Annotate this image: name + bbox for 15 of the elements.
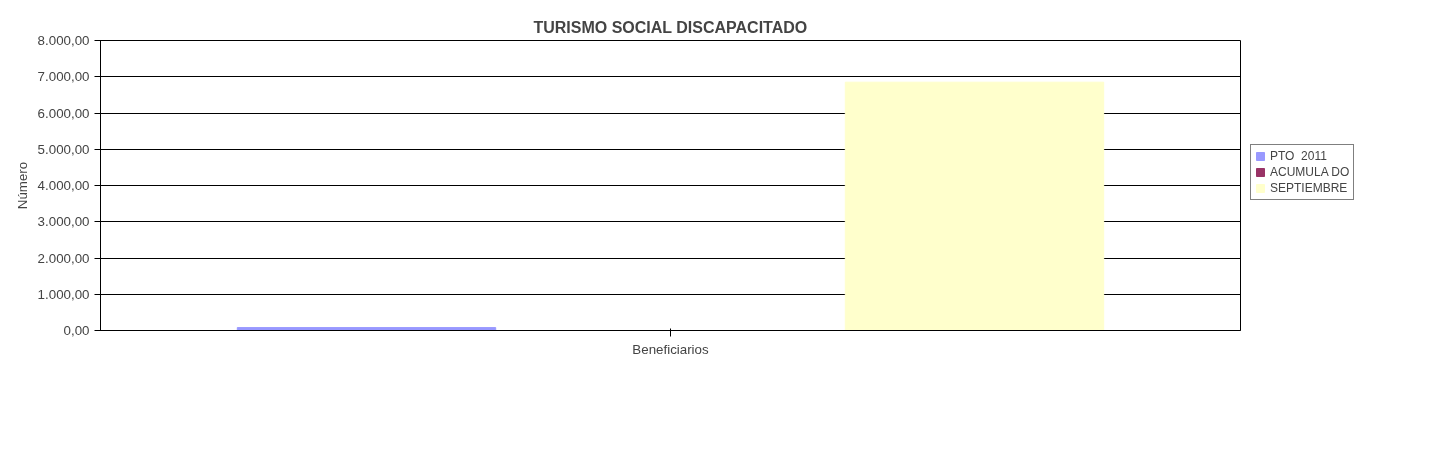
x-axis-title: Beneficiarios (632, 341, 709, 357)
legend-label: SEPTIEMBRE (1270, 181, 1348, 195)
y-tick-label: 3.000,00 (37, 214, 90, 230)
legend-label: ACUMULA DO (1270, 165, 1350, 179)
y-tick-label: 1.000,00 (37, 286, 90, 302)
legend-label: PTO 2011 (1270, 149, 1327, 163)
chart-title: TURISMO SOCIAL DISCAPACITADO (533, 18, 808, 36)
y-axis-title: Número (14, 161, 30, 210)
y-tick-label: 2.000,00 (37, 250, 90, 266)
y-tick-label: 6.000,00 (37, 105, 90, 121)
y-tick-label: 0,00 (63, 323, 90, 338)
y-tick-label: 7.000,00 (37, 69, 90, 85)
y-tick-label: 4.000,00 (37, 178, 90, 193)
y-tick-label: 5.000,00 (37, 141, 90, 157)
y-tick-label: 8.000,00 (37, 33, 90, 48)
